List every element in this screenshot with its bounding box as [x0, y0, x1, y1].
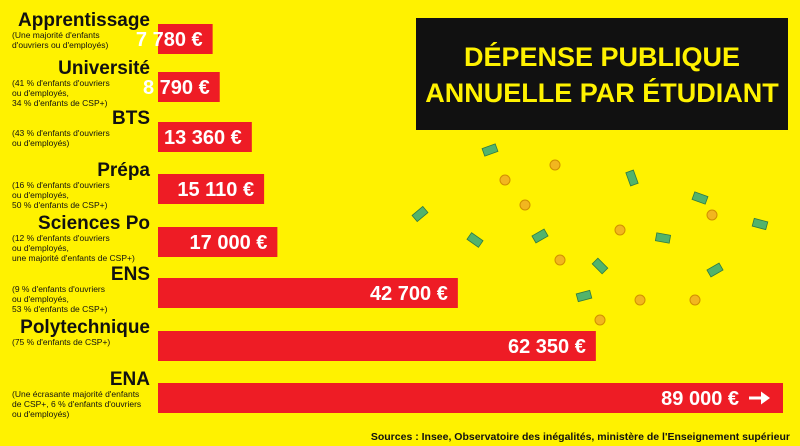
category-label: Prépa: [97, 160, 150, 181]
bar-value-label: 42 700 €: [370, 283, 448, 305]
category-note: de CSP+, 6 % d'enfants d'ouvriers: [12, 399, 141, 409]
bar: [158, 278, 458, 308]
coin-icon: [549, 159, 561, 171]
bar-value-label: 89 000 €: [661, 388, 739, 410]
category-note: ou d'employés,: [12, 88, 69, 98]
bar: [158, 331, 596, 361]
category-note: ou d'employés): [12, 409, 70, 419]
coin-icon: [499, 174, 511, 186]
category-note: (41 % d'enfants d'ouvriers: [12, 78, 110, 88]
category-label: ENS: [111, 264, 150, 285]
category-label: Université: [58, 58, 150, 79]
category-note: ou d'employés): [12, 138, 70, 148]
coin-icon: [706, 209, 718, 221]
category-note: 53 % d'enfants de CSP+): [12, 304, 108, 314]
category-note: (75 % d'enfants de CSP+): [12, 337, 110, 347]
coin-icon: [614, 224, 626, 236]
category-label: BTS: [112, 108, 150, 129]
category-note: (43 % d'enfants d'ouvriers: [12, 128, 110, 138]
chart-title-line-1: DÉPENSE PUBLIQUE: [464, 41, 740, 72]
banknote-icon: [531, 228, 549, 244]
category-label: Apprentissage: [18, 10, 150, 31]
bar-value-label: 13 360 €: [164, 127, 242, 149]
category-label: ENA: [110, 369, 150, 390]
category-note: ou d'employés,: [12, 190, 69, 200]
category-note: ou d'employés,: [12, 243, 69, 253]
category-note: (Une majorité d'enfants: [12, 30, 100, 40]
chart-title-line-2: ANNUELLE PAR ÉTUDIANT: [425, 77, 779, 108]
category-note: (Une écrasante majorité d'enfants: [12, 389, 139, 399]
banknote-icon: [654, 232, 672, 244]
coin-icon: [519, 199, 531, 211]
banknote-icon: [691, 191, 709, 205]
arrow-right-icon: [749, 391, 770, 405]
coin-icon: [634, 294, 646, 306]
title-block: DÉPENSE PUBLIQUE ANNUELLE PAR ÉTUDIANT: [416, 18, 788, 130]
category-note: (9 % d'enfants d'ouvriers: [12, 284, 105, 294]
bar: [158, 24, 213, 54]
bar-value-label: 62 350 €: [508, 336, 586, 358]
bar: [158, 72, 220, 102]
category-labels-group: Apprentissage(Une majorité d'enfantsd'ou…: [12, 10, 150, 419]
bar-value-label: 15 110 €: [177, 179, 254, 201]
category-label: Sciences Po: [38, 213, 150, 234]
banknote-icon: [481, 143, 499, 157]
bars-group: 7 780 € 8 790 € 13 360 € 15 110 € 17 000 € 42…: [136, 24, 783, 413]
coin-icon: [554, 254, 566, 266]
money-decoration: [411, 143, 769, 326]
coin-icon: [594, 314, 606, 326]
banknote-icon: [591, 257, 609, 275]
category-note: (12 % d'enfants d'ouvriers: [12, 233, 110, 243]
coin-icon: [689, 294, 701, 306]
bar: [158, 383, 783, 413]
banknote-icon: [706, 262, 724, 278]
title-box: [416, 18, 788, 130]
category-note: 50 % d'enfants de CSP+): [12, 200, 108, 210]
bar-value-label: 8 790 €: [143, 77, 210, 99]
category-note: 34 % d'enfants de CSP+): [12, 98, 108, 108]
bar: [158, 227, 278, 257]
banknote-icon: [411, 205, 429, 223]
bar: [158, 122, 252, 152]
source-note: Sources : Insee, Observatoire des inégal…: [371, 431, 790, 443]
category-label: Polytechnique: [20, 317, 150, 338]
bar: [158, 174, 265, 204]
bar-value-label: 17 000 €: [190, 232, 268, 254]
bar-value-label: 7 780 €: [136, 29, 203, 51]
banknote-icon: [575, 289, 593, 303]
banknote-icon: [751, 217, 769, 231]
banknote-icon: [466, 232, 484, 248]
category-note: d'ouvriers ou d'employés): [12, 40, 108, 50]
category-note: une majorité d'enfants de CSP+): [12, 253, 135, 263]
banknote-icon: [625, 169, 639, 187]
category-note: ou d'employés,: [12, 294, 69, 304]
category-note: (16 % d'enfants d'ouvriers: [12, 180, 110, 190]
